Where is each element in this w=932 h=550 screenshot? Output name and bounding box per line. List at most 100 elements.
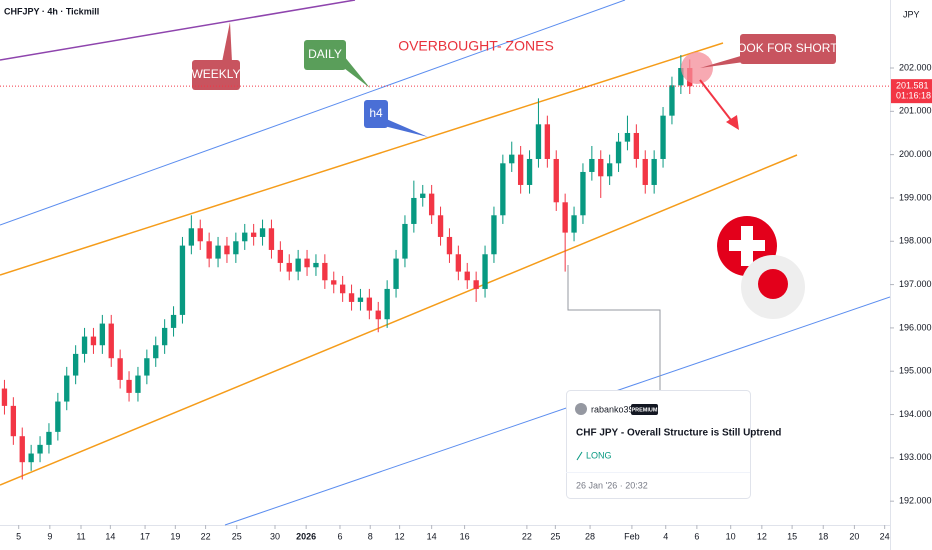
candle-body: [500, 163, 506, 216]
axes: 192.000 193.000 194.000 195.000 196.000 197.0…: [0, 62, 932, 541]
candle-body: [553, 158, 559, 203]
x-tick-label: 12: [757, 531, 767, 541]
candle-body: [55, 401, 61, 432]
candle-body: [428, 193, 435, 216]
candle-body: [384, 288, 390, 320]
candle-body: [331, 280, 337, 285]
candle-body: [259, 228, 266, 237]
candle-body: [615, 141, 622, 164]
candle-body: [268, 228, 275, 250]
candle-body: [437, 215, 444, 237]
candle-body: [339, 284, 346, 294]
candle-body: [473, 280, 479, 289]
x-tick-label: 17: [140, 531, 150, 541]
candle-body: [642, 158, 648, 185]
candle-body: [46, 431, 52, 445]
channel-upper: [0, 42, 724, 276]
weekly-pointer: [222, 22, 232, 62]
candle-body: [28, 453, 34, 463]
candle-body: [366, 297, 373, 311]
x-tick-label: 18: [818, 531, 828, 541]
candle-body: [126, 379, 132, 393]
idea-title[interactable]: CHF JPY - Overall Structure is Still Upt…: [576, 428, 781, 439]
y-tick-label: 195.000: [899, 366, 932, 376]
candle-body: [455, 254, 462, 272]
candle-body: [660, 115, 666, 159]
candle-body: [482, 254, 488, 289]
x-tick-label: 22: [522, 531, 532, 541]
candle-body: [64, 375, 70, 402]
x-tick-label: 22: [201, 531, 211, 541]
candle-body: [402, 223, 408, 259]
candles: [1, 55, 693, 480]
candle-body: [375, 310, 381, 320]
h4-label-box: [364, 100, 388, 128]
zones-label: OVERBOUGHT- ZONES: [398, 38, 554, 54]
candle-body: [19, 436, 25, 463]
shorts-label-box: [740, 34, 836, 64]
author[interactable]: rabanko39: [591, 404, 634, 414]
lower-blue-line: [224, 296, 891, 526]
candle-body: [99, 323, 106, 346]
daily-label: DAILY: [308, 47, 342, 61]
candle-body: [509, 154, 515, 164]
x-tick-label: 25: [550, 531, 560, 541]
h4-pointer: [384, 118, 428, 137]
channel-lower: [0, 154, 798, 486]
y-tick-label: 192.000: [899, 496, 932, 506]
h4-label: h4: [369, 106, 383, 120]
short-arrow: [699, 79, 735, 125]
weekly-line: [0, 0, 356, 61]
weekly-label-box: [192, 60, 240, 90]
candle-body: [517, 154, 524, 185]
candle-body: [446, 236, 453, 255]
idea-card[interactable]: [566, 390, 751, 499]
candle-body: [357, 297, 364, 302]
candle-body: [562, 202, 568, 233]
x-tick-label: 30: [270, 531, 280, 541]
chart-title: CHFJPY · 4h · Tickmill: [4, 6, 99, 16]
candle-body: [144, 358, 150, 376]
y-tick-label: 194.000: [899, 409, 932, 419]
candle-body: [411, 197, 417, 224]
last-price-label: 201.581: [896, 81, 929, 91]
y-tick-label: 197.000: [899, 279, 932, 289]
candle-body: [135, 375, 141, 393]
x-tick-label: 9: [47, 531, 52, 541]
candle-body: [108, 323, 114, 359]
x-tick-label: 25: [232, 531, 242, 541]
candle-body: [624, 132, 631, 142]
direction-icon: [576, 451, 583, 461]
currency[interactable]: JPY: [903, 9, 920, 19]
y-tick-label: 200.000: [899, 149, 932, 159]
x-tick-label: 12: [395, 531, 405, 541]
daily-line: [0, 0, 626, 226]
candle-body: [678, 68, 684, 86]
x-tick-label: 11: [76, 531, 85, 541]
candle-body: [322, 262, 328, 281]
candle-body: [242, 232, 248, 242]
last-price-box: [891, 79, 932, 104]
avatar: [575, 403, 587, 415]
badge-box: [631, 404, 658, 415]
candle-body: [153, 345, 159, 359]
y-tick-label: 198.000: [899, 236, 932, 246]
candle-body: [170, 314, 177, 328]
y-tick-label: 199.000: [899, 192, 932, 202]
candle-body: [117, 358, 123, 380]
direction: LONG: [586, 450, 612, 460]
candle-body: [233, 241, 239, 255]
candle-body: [544, 124, 551, 159]
candle-body: [90, 336, 97, 346]
x-tick-label: 28: [585, 531, 595, 541]
y-tick-label: 202.000: [899, 62, 932, 72]
candle-body: [598, 158, 604, 177]
candle-body: [571, 215, 577, 233]
x-tick-label: Feb: [624, 531, 640, 541]
candle-body: [295, 258, 301, 272]
candle-body: [161, 327, 168, 346]
x-tick-label: 10: [726, 531, 736, 541]
x-tick-label: 4: [663, 531, 668, 541]
candle-body: [286, 262, 292, 272]
